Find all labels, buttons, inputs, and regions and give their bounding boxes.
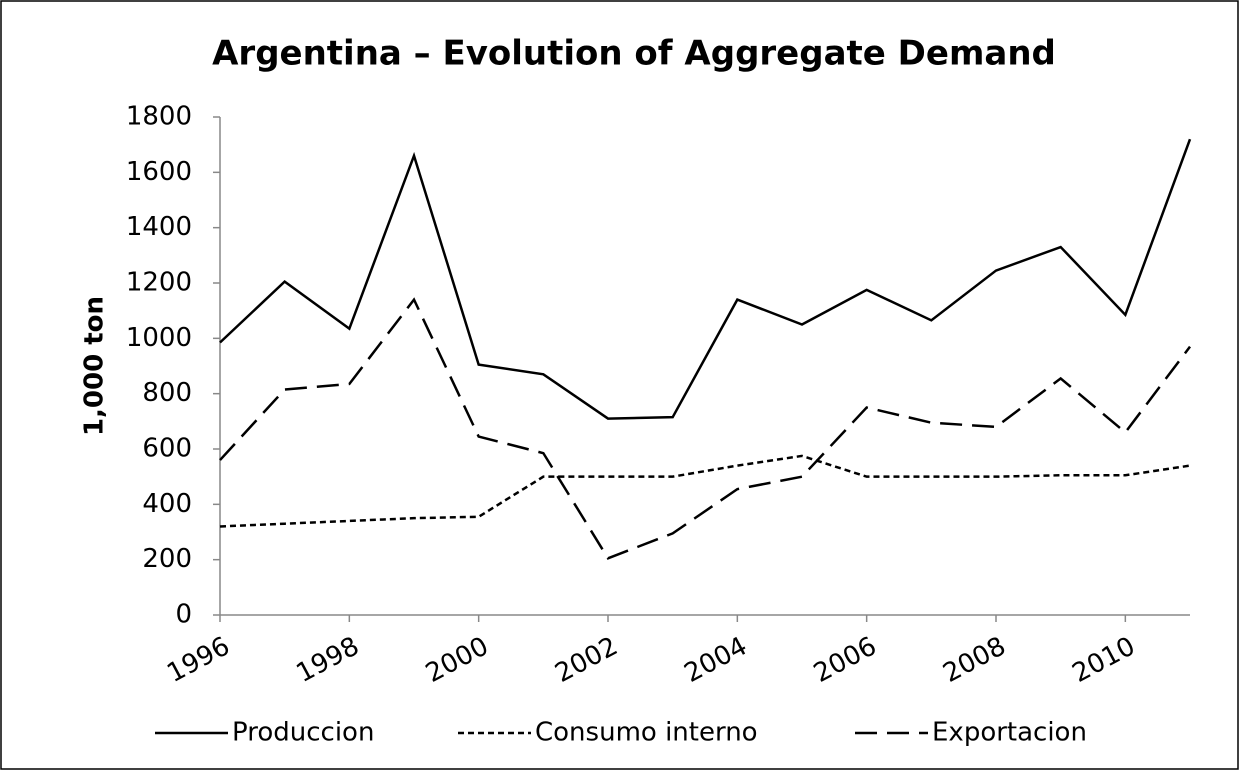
y-axis-label: 1,000 ton xyxy=(80,296,110,436)
legend-label: Exportacion xyxy=(932,718,1087,748)
series-line xyxy=(219,297,1191,560)
y-tick-label: 1400 xyxy=(126,212,192,242)
y-tick-label: 800 xyxy=(142,378,192,408)
y-tick-label: 1800 xyxy=(126,102,192,132)
series-line xyxy=(219,454,1191,528)
y-tick-label: 1000 xyxy=(126,323,192,353)
legend-label: Consumo interno xyxy=(535,718,758,748)
y-tick-label: 200 xyxy=(142,544,192,574)
series-line xyxy=(219,138,1192,420)
y-tick-label: 1200 xyxy=(126,268,192,298)
legend-label: Produccion xyxy=(232,718,374,748)
y-tick-label: 0 xyxy=(175,600,192,630)
chart-title: Argentina – Evolution of Aggregate Deman… xyxy=(212,34,1056,74)
y-tick-label: 1600 xyxy=(126,157,192,187)
y-tick-label: 400 xyxy=(142,489,192,519)
y-tick-label: 600 xyxy=(142,434,192,464)
